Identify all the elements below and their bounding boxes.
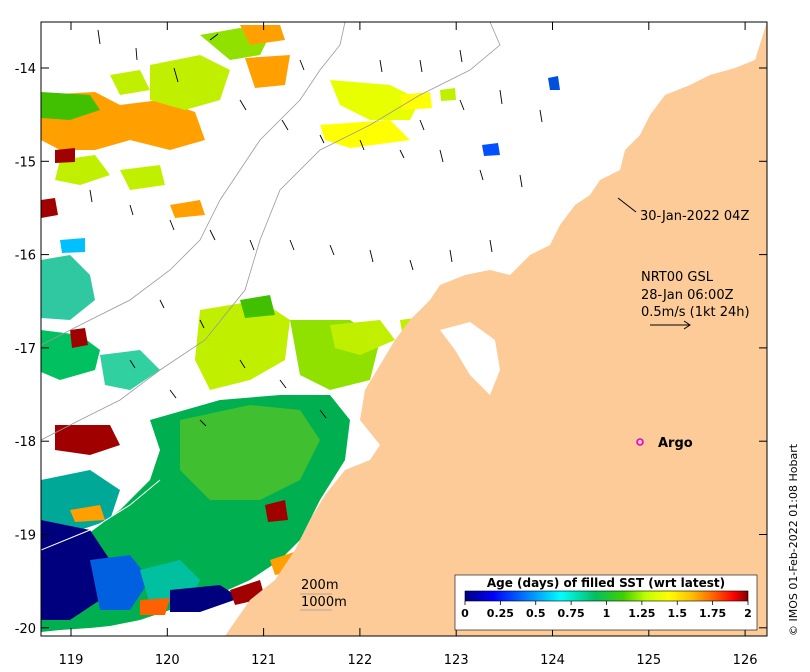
lat-tick-label: -15: [15, 155, 36, 170]
lat-axis: -14 -15 -16 -17 -18 -19 -20: [15, 62, 767, 637]
colorbar-title: Age (days) of filled SST (wrt latest): [487, 576, 725, 590]
current-scale: 0.5m/s (1kt 24h): [641, 305, 750, 320]
colorbar-tick-label: 1: [603, 607, 611, 620]
lon-tick-label: 125: [636, 653, 661, 668]
lat-tick-label: -18: [15, 435, 36, 450]
argo-label: Argo: [658, 436, 693, 451]
current-source: NRT00 GSL: [641, 270, 714, 285]
scale-arrow: [650, 320, 691, 330]
date-pointer: [617, 197, 637, 213]
colorbar-tick-label: 0.75: [558, 607, 585, 620]
colorbar-tick-label: 1.25: [628, 607, 655, 620]
land: [225, 22, 767, 636]
contour-200-label: 200m: [301, 578, 338, 593]
colorbar: Age (days) of filled SST (wrt latest) 0 0…: [454, 574, 758, 631]
lat-tick-label: -20: [15, 622, 36, 637]
current-vectors: [89, 29, 543, 427]
colorbar-tick-label: 0: [461, 607, 469, 620]
lon-tick-label: 122: [347, 653, 372, 668]
lon-tick-label: 126: [733, 653, 758, 668]
lat-tick-label: -14: [15, 62, 36, 77]
colorbar-tick-label: 0.25: [487, 607, 514, 620]
credit: © IMOS 01-Feb-2022 01:08 Hobart: [787, 443, 800, 636]
lat-tick-label: -19: [15, 529, 36, 544]
colorbar-gradient: [464, 590, 749, 602]
lat-tick-label: -17: [15, 342, 36, 357]
colorbar-tick-label: 2: [744, 607, 752, 620]
colorbar-tick-label: 1.75: [699, 607, 726, 620]
lon-tick-label: 124: [540, 653, 565, 668]
date-label: 30-Jan-2022 04Z: [640, 209, 749, 224]
sst-patches: [41, 25, 560, 632]
lon-tick-label: 119: [59, 653, 84, 668]
current-time: 28-Jan 06:00Z: [641, 288, 734, 303]
colorbar-tick-label: 0.5: [526, 607, 546, 620]
contour-1000-label: 1000m: [301, 595, 347, 610]
plot-frame: [40, 21, 768, 637]
lon-tick-label: 121: [251, 653, 276, 668]
colorbar-tick-label: 1.5: [668, 607, 688, 620]
lon-axis: 119 120 121 122 123 124 125 126: [59, 22, 758, 668]
bathymetry-contours: [41, 22, 501, 551]
lon-tick-label: 120: [155, 653, 180, 668]
lon-tick-label: 123: [444, 653, 469, 668]
argo-marker[interactable]: [636, 438, 644, 446]
lat-tick-label: -16: [15, 249, 36, 264]
